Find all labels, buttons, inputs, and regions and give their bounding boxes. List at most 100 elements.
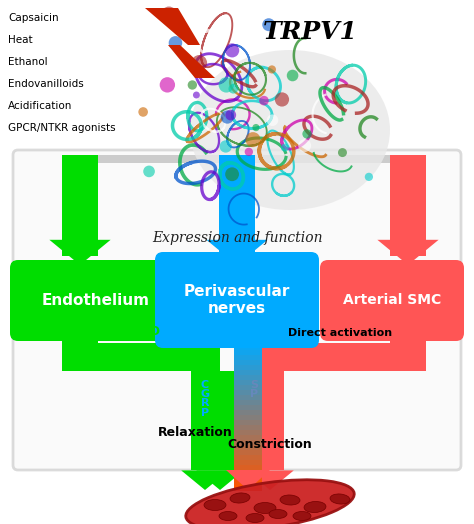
Polygon shape <box>62 225 98 231</box>
Polygon shape <box>62 343 220 371</box>
Polygon shape <box>234 355 262 361</box>
Text: Endovanilloids: Endovanilloids <box>8 79 84 89</box>
Polygon shape <box>234 360 262 366</box>
Circle shape <box>161 6 177 22</box>
Polygon shape <box>390 225 426 231</box>
Ellipse shape <box>190 50 390 210</box>
Polygon shape <box>219 230 255 236</box>
Polygon shape <box>163 286 192 314</box>
Polygon shape <box>234 420 262 426</box>
Polygon shape <box>219 165 255 171</box>
Polygon shape <box>390 155 426 161</box>
Circle shape <box>143 166 155 177</box>
Text: Acidification: Acidification <box>8 101 73 111</box>
Polygon shape <box>62 170 98 176</box>
Polygon shape <box>62 250 98 256</box>
Polygon shape <box>219 225 255 231</box>
Circle shape <box>193 92 200 99</box>
Ellipse shape <box>246 514 264 522</box>
Ellipse shape <box>230 493 250 503</box>
Polygon shape <box>258 343 426 371</box>
Circle shape <box>225 110 236 121</box>
Polygon shape <box>145 8 215 78</box>
Polygon shape <box>219 170 255 176</box>
Polygon shape <box>62 185 98 191</box>
Polygon shape <box>377 240 438 265</box>
Polygon shape <box>234 440 262 446</box>
Polygon shape <box>390 210 426 216</box>
Circle shape <box>287 70 298 81</box>
Polygon shape <box>62 245 98 251</box>
Polygon shape <box>219 220 255 226</box>
Polygon shape <box>237 155 408 163</box>
Polygon shape <box>219 240 255 246</box>
Polygon shape <box>234 460 262 466</box>
Text: Perivascular
nerves: Perivascular nerves <box>184 284 290 316</box>
Polygon shape <box>62 210 98 216</box>
Text: Relaxation: Relaxation <box>158 425 232 439</box>
Circle shape <box>302 129 312 138</box>
Polygon shape <box>390 240 426 246</box>
Circle shape <box>188 80 197 90</box>
Polygon shape <box>219 235 255 241</box>
Polygon shape <box>219 155 255 240</box>
Ellipse shape <box>330 494 350 504</box>
Polygon shape <box>390 175 426 181</box>
Polygon shape <box>62 175 98 181</box>
Circle shape <box>268 66 276 73</box>
Polygon shape <box>390 220 426 226</box>
Polygon shape <box>234 425 262 431</box>
Polygon shape <box>62 155 98 240</box>
Circle shape <box>219 140 232 152</box>
Polygon shape <box>390 205 426 211</box>
Ellipse shape <box>269 509 287 519</box>
Polygon shape <box>390 155 426 240</box>
Polygon shape <box>390 160 426 166</box>
Polygon shape <box>226 470 270 490</box>
Polygon shape <box>234 485 262 491</box>
Circle shape <box>298 139 311 152</box>
Polygon shape <box>234 410 262 416</box>
Polygon shape <box>234 430 262 436</box>
Text: Constriction: Constriction <box>228 439 312 452</box>
Polygon shape <box>62 160 98 166</box>
Text: Capsaicin: Capsaicin <box>8 13 59 23</box>
Polygon shape <box>191 340 219 471</box>
Polygon shape <box>234 350 262 356</box>
Ellipse shape <box>219 511 237 520</box>
Polygon shape <box>62 240 98 246</box>
Polygon shape <box>390 185 426 191</box>
Polygon shape <box>62 195 98 201</box>
Polygon shape <box>390 195 426 201</box>
Polygon shape <box>219 250 255 256</box>
Polygon shape <box>234 345 262 351</box>
Polygon shape <box>219 210 255 216</box>
Ellipse shape <box>280 495 300 505</box>
Circle shape <box>138 107 148 117</box>
Circle shape <box>267 114 278 126</box>
Text: C
G
R
P: C G R P <box>201 380 210 418</box>
Polygon shape <box>219 215 255 221</box>
Circle shape <box>245 148 253 156</box>
Polygon shape <box>390 230 426 236</box>
Text: Endothelium: Endothelium <box>42 293 149 308</box>
Polygon shape <box>234 475 262 481</box>
FancyBboxPatch shape <box>155 252 319 348</box>
Polygon shape <box>62 235 98 241</box>
Polygon shape <box>62 215 98 221</box>
Polygon shape <box>390 215 426 221</box>
Circle shape <box>169 36 182 50</box>
Circle shape <box>191 55 207 71</box>
Polygon shape <box>219 200 255 206</box>
Ellipse shape <box>186 480 354 524</box>
Polygon shape <box>390 170 426 176</box>
FancyBboxPatch shape <box>13 150 461 470</box>
Ellipse shape <box>254 503 276 514</box>
Ellipse shape <box>304 501 326 512</box>
Circle shape <box>219 77 234 93</box>
Text: Ethanol: Ethanol <box>8 57 47 67</box>
Polygon shape <box>62 190 98 196</box>
Text: Expression and function: Expression and function <box>152 231 322 245</box>
Polygon shape <box>49 240 110 265</box>
Text: Direct activation: Direct activation <box>288 328 392 338</box>
